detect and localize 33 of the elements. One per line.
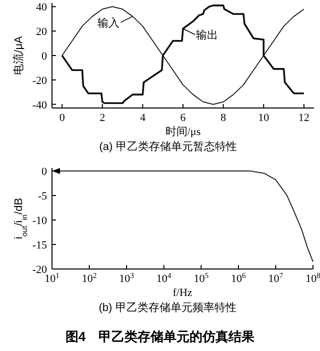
x-tick-label: 10$^{2}$ — [82, 270, 97, 285]
x-tick-label: 10$^{4}$ — [156, 270, 172, 285]
x-axis-title: f/Hz — [172, 287, 192, 299]
y-tick-label: 0 — [42, 166, 48, 178]
x-tick-label: 2 — [100, 112, 106, 124]
x-tick-label: 8 — [220, 112, 227, 124]
y-tick-label: -20 — [32, 264, 48, 276]
x-tick-label: 0 — [59, 112, 66, 124]
x-tick-label: 6 — [180, 112, 186, 124]
x-tick-label: 10$^{6}$ — [231, 270, 246, 285]
x-tick-label: 10 — [258, 112, 270, 124]
text: (b) 甲乙类存储单元频率特性 — [98, 301, 236, 314]
y-axis-title: 电流/μA — [12, 35, 25, 75]
x-tick-label: 4 — [140, 112, 146, 124]
x-tick-label: 12 — [298, 112, 310, 124]
x-axis-title: 时间/μs — [165, 125, 201, 138]
x-tick-label: 10$^{5}$ — [194, 270, 209, 285]
caption: 图4 甲乙类存储单元的仿真结果 — [65, 329, 256, 344]
y-tick-label: -20 — [32, 74, 48, 87]
series-label: 输出 — [196, 28, 218, 42]
y-tick-label: 40 — [36, 2, 48, 14]
y-tick-label: -15 — [32, 239, 48, 252]
y-tick-label: -5 — [38, 190, 48, 202]
series-label: 输入 — [98, 16, 120, 30]
x-tick-label: 10$^{8}$ — [306, 270, 320, 285]
x-tick-label: 10$^{7}$ — [268, 270, 284, 285]
y-tick-label: -40 — [32, 99, 48, 112]
text: (a) 甲乙类存储单元暂态特性 — [99, 140, 237, 153]
x-tick-label: 10$^{3}$ — [119, 270, 134, 285]
y-tick-label: 20 — [36, 26, 48, 38]
x-tick-label: 10$^{1}$ — [44, 270, 60, 285]
y-tick-label: 0 — [42, 50, 48, 62]
y-tick-label: -10 — [32, 214, 48, 227]
